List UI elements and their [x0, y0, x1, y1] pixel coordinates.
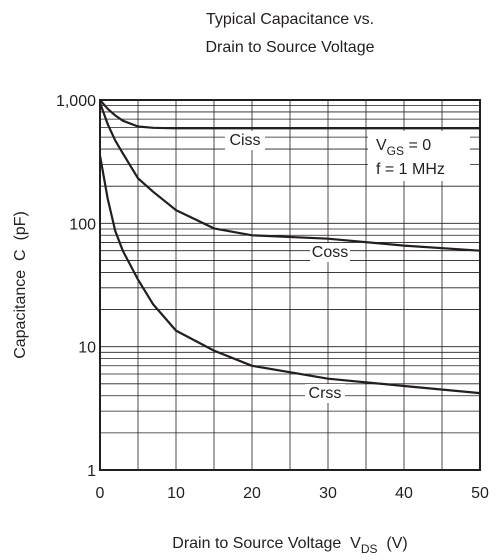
annotation: VGS = 0 — [376, 137, 431, 158]
annotation: f = 1 MHz — [376, 161, 445, 178]
series-line — [99, 99, 480, 130]
series-label: Ciss — [229, 132, 260, 149]
x-tick-label: 30 — [319, 485, 337, 502]
y-tick-label: 1 — [87, 463, 96, 480]
chart-title: Typical Capacitance vs. — [206, 11, 374, 28]
label-background — [310, 243, 350, 262]
x-axis-label-end: (V) — [378, 535, 408, 552]
x-axis-label: Drain to Source Voltage VDS (V) — [172, 535, 407, 556]
annotation-text: f = 1 MHz — [376, 161, 445, 178]
x-tick-label: 40 — [395, 485, 413, 502]
x-axis-label-sub: DS — [361, 542, 378, 556]
x-axis-label-text: Drain to Source Voltage V — [172, 535, 361, 552]
y-tick-label: 10 — [78, 340, 96, 357]
series-label: Coss — [312, 244, 348, 261]
series-line — [98, 155, 481, 395]
series-label: Crss — [309, 385, 342, 402]
label-background — [305, 384, 345, 403]
annotation-text: V — [376, 137, 387, 154]
x-tick-label: 0 — [96, 485, 105, 502]
y-tick-label: 100 — [69, 216, 96, 233]
chart-title: Drain to Source Voltage — [206, 39, 375, 56]
x-tick-label: 10 — [167, 485, 185, 502]
y-axis-label: Capacitance C (pF) — [12, 211, 29, 359]
annotation-end: = 0 — [404, 137, 431, 154]
annotation-background — [368, 131, 470, 181]
x-tick-label: 50 — [471, 485, 489, 502]
series-line — [98, 102, 481, 252]
label-background — [225, 131, 265, 150]
annotation-sub: GS — [387, 144, 404, 158]
y-tick-label: 1,000 — [56, 93, 96, 110]
x-tick-label: 20 — [243, 485, 261, 502]
plot-frame — [99, 99, 481, 471]
